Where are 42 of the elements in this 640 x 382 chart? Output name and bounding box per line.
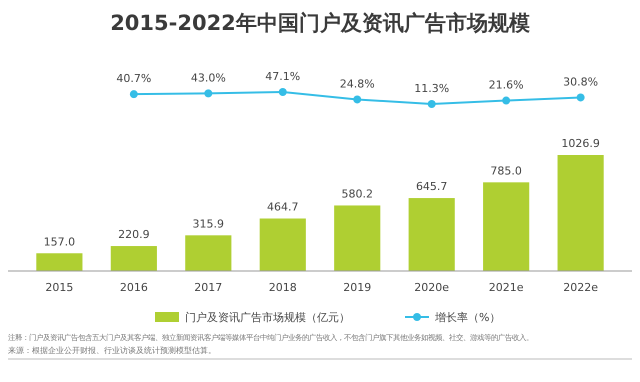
chart-title: 2015-2022年中国门户及资讯广告市场规模	[110, 11, 530, 35]
data-label: 24.8%	[340, 77, 375, 90]
data-label: 47.1%	[265, 70, 300, 83]
point	[428, 100, 436, 108]
data-label: 43.0%	[190, 71, 226, 84]
x-tick-label: 2018	[268, 281, 297, 294]
point	[576, 93, 585, 102]
data-label: 580.2	[341, 187, 373, 200]
bar	[185, 235, 232, 271]
bar	[36, 253, 82, 271]
source-note: 来源：根据企业公开财报、行业访谈及统计预测模型估算。	[8, 346, 216, 355]
data-label: 645.7	[416, 180, 448, 194]
point	[353, 95, 362, 104]
point	[130, 90, 138, 98]
data-label: 785.0	[490, 164, 522, 178]
data-label: 30.8%	[563, 75, 598, 88]
x-tick-label: 2021e	[488, 281, 524, 294]
x-tick-label: 2019	[343, 281, 372, 294]
bar	[260, 218, 306, 271]
legend-label: 增长率（%）	[434, 311, 500, 324]
bar	[110, 246, 157, 271]
x-tick-label: 2016	[120, 281, 148, 294]
point	[278, 88, 287, 96]
bar	[558, 155, 604, 271]
legend-label: 门户及资讯广告市场规模（亿元）	[185, 311, 350, 324]
x-tick-label: 2017	[194, 281, 222, 294]
bar	[408, 198, 455, 271]
data-label: 464.7	[267, 200, 299, 214]
bar	[334, 205, 380, 271]
data-label: 157.0	[44, 235, 76, 248]
data-label: 220.9	[118, 228, 150, 242]
x-tick-label: 2015	[45, 281, 74, 294]
data-label: 11.3%	[414, 82, 450, 95]
point	[502, 96, 510, 105]
data-label: 1026.9	[561, 137, 600, 150]
bar	[483, 182, 530, 271]
x-tick-label: 2022e	[563, 281, 598, 294]
data-label: 21.6%	[488, 78, 524, 92]
data-label: 40.7%	[116, 72, 152, 86]
data-label: 315.9	[192, 217, 224, 230]
point	[204, 89, 212, 98]
x-tick-label: 2020e	[414, 281, 450, 294]
